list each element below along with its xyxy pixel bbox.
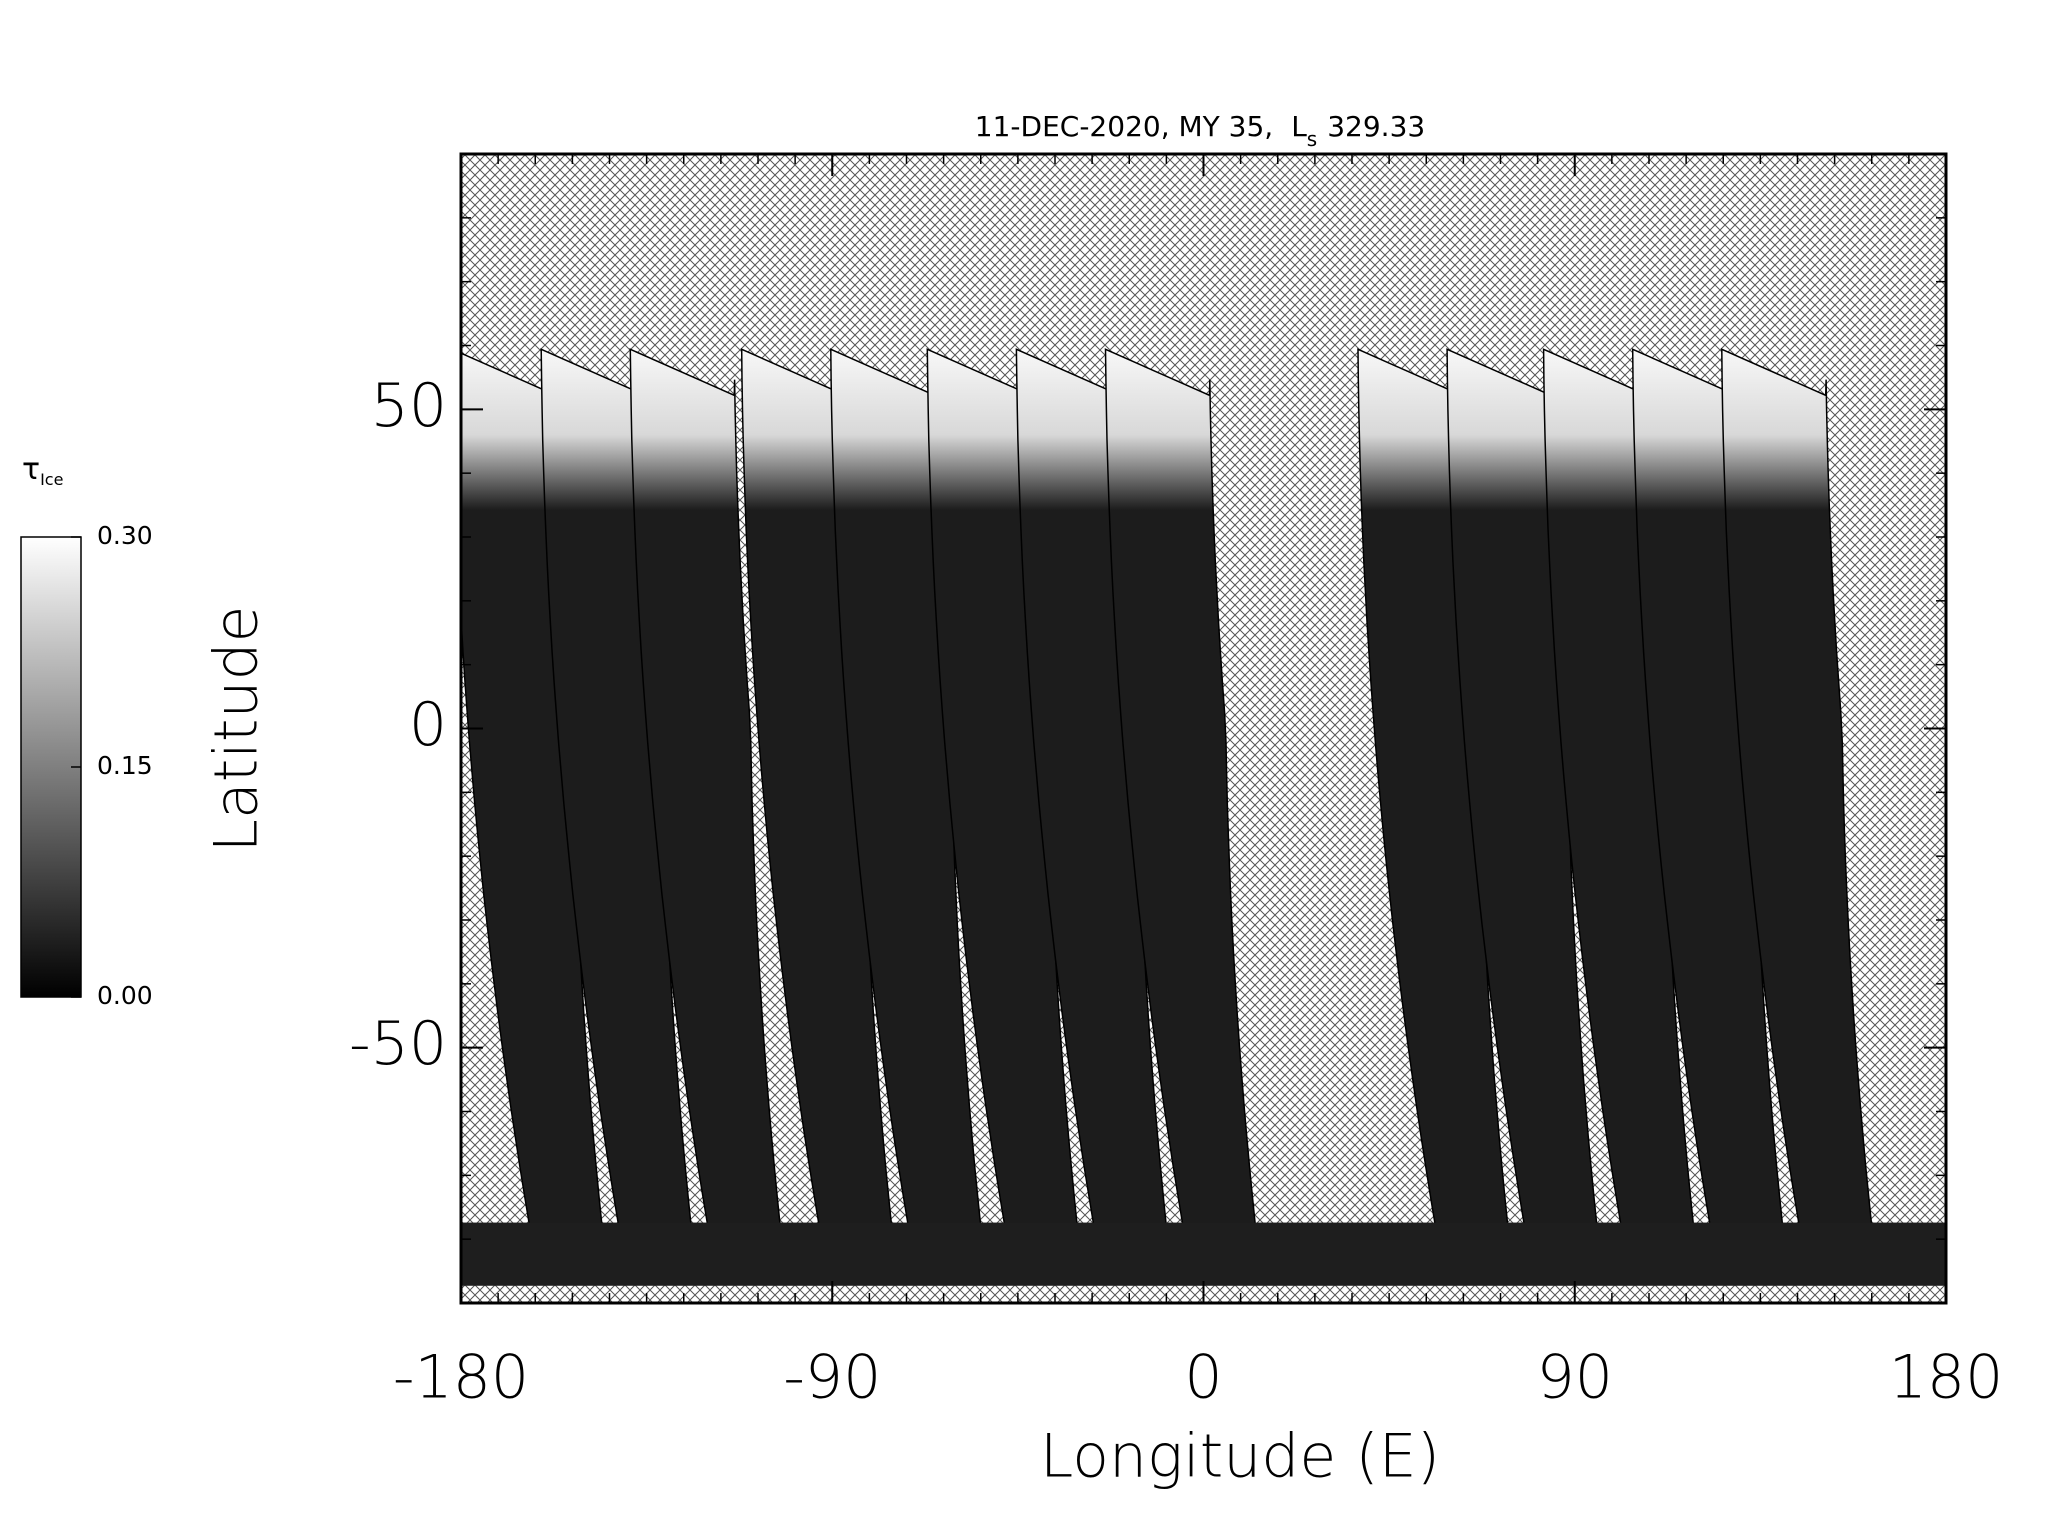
ls-symbol: L <box>1291 110 1307 143</box>
colorbar-label: τIce <box>22 452 63 489</box>
ls-value: 329.33 <box>1327 110 1425 143</box>
y-axis-label: Latitude <box>202 606 272 853</box>
title-date: 11-DEC-2020, MY 35, <box>975 110 1273 143</box>
x-tick-label: -90 <box>783 1343 881 1413</box>
colorbar-tick-label: 0.30 <box>97 521 153 550</box>
x-tick-label: 0 <box>1184 1343 1222 1413</box>
colorbar-subscript: Ice <box>40 470 63 489</box>
polar-band <box>461 1222 1946 1286</box>
colorbar-symbol: τ <box>22 452 40 487</box>
colorbar-tick-label: 0.15 <box>97 751 153 780</box>
ls-subscript: s <box>1307 127 1317 151</box>
y-tick-label: 50 <box>371 371 447 441</box>
chart-title: 11-DEC-2020, MY 35, Ls 329.33 <box>975 110 1425 151</box>
y-tick-label: -50 <box>349 1009 447 1079</box>
x-tick-label: 90 <box>1537 1343 1613 1413</box>
y-tick-label: 0 <box>409 690 447 760</box>
colorbar-tick-label: 0.00 <box>97 981 153 1010</box>
x-tick-label: 180 <box>1889 1343 2004 1413</box>
x-axis-label: Longitude (E) <box>1040 1422 1440 1492</box>
x-tick-label: -180 <box>393 1343 529 1413</box>
swath-layer <box>461 348 1946 1286</box>
